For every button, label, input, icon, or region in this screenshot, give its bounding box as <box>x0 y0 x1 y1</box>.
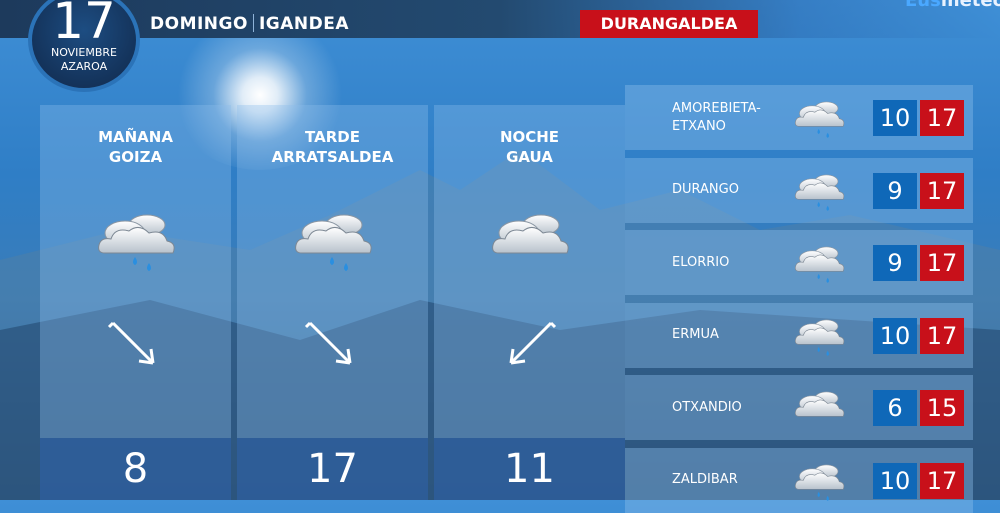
max-temperature: 17 <box>920 317 964 354</box>
wind-arrow-down-right-icon <box>105 315 165 375</box>
min-temperature: 10 <box>873 317 917 354</box>
town-row: ELORRIO 9 17 <box>625 230 973 295</box>
period-label-eu: ARRATSALDEA <box>271 148 394 166</box>
weekday-title: DOMINGO IGANDEA <box>150 14 349 34</box>
town-row: AMOREBIETA- ETXANO 10 17 <box>625 85 973 150</box>
cloud-rain-icon <box>793 238 847 288</box>
town-row: ERMUA 10 17 <box>625 302 973 368</box>
min-temperature: 9 <box>873 172 917 209</box>
cloud-icon <box>489 205 573 275</box>
sun-glow <box>170 20 350 170</box>
max-temperature: 17 <box>920 462 964 499</box>
town-row: DURANGO 9 17 <box>625 157 973 223</box>
max-temperature: 15 <box>920 390 964 426</box>
min-temperature: 10 <box>873 462 917 499</box>
town-name-line: ZALDIBAR <box>672 472 738 487</box>
town-name-line: AMOREBIETA- <box>672 100 761 116</box>
period-label-eu: GOIZA <box>108 148 163 166</box>
period-temperature: 8 <box>40 438 231 500</box>
wind-arrow-down-right-icon <box>302 315 362 375</box>
max-temperature: 17 <box>920 172 964 209</box>
period-label: NOCHE GAUA <box>434 127 625 167</box>
date-month-eu: AZAROA <box>60 60 108 73</box>
town-name: ELORRIO <box>672 230 729 295</box>
min-temperature: 6 <box>873 390 917 426</box>
town-name: ZALDIBAR <box>672 448 738 513</box>
town-row: OTXANDIO 6 15 <box>625 375 973 440</box>
date-day: 17 <box>52 0 116 50</box>
region-label: DURANGALDEA <box>580 10 758 38</box>
max-temperature: 17 <box>920 245 964 281</box>
min-temperature: 10 <box>873 100 917 136</box>
town-row: ZALDIBAR 10 17 <box>625 447 973 513</box>
cloud-rain-icon <box>292 205 376 275</box>
cloud-rain-icon <box>95 205 179 275</box>
cloud-rain-icon <box>793 456 847 506</box>
cloud-rain-icon <box>793 166 847 216</box>
period-label: MAÑANA GOIZA <box>40 127 231 167</box>
period-label: TARDE ARRATSALDEA <box>237 127 428 167</box>
header-bar <box>0 0 1000 38</box>
town-name: OTXANDIO <box>672 375 742 440</box>
period-label-eu: GAUA <box>506 148 553 166</box>
cloud-rain-icon <box>793 311 847 361</box>
period-label-es: MAÑANA <box>98 128 173 146</box>
period-temperature: 11 <box>434 438 625 500</box>
period-label-es: NOCHE <box>499 128 560 146</box>
town-name: ERMUA <box>672 303 719 368</box>
period-temperature: 17 <box>237 438 428 500</box>
town-name-line: OTXANDIO <box>672 399 742 415</box>
period-label-es: TARDE <box>305 128 360 146</box>
max-temperature: 17 <box>920 100 964 136</box>
town-name-line: ETXANO <box>672 118 726 134</box>
weekday-eu: IGANDEA <box>258 14 349 34</box>
min-temperature: 9 <box>873 245 917 281</box>
date-month-es: NOVIEMBRE <box>50 46 118 59</box>
period-column: MAÑANA GOIZA 8 <box>40 105 231 500</box>
town-name-line: ERMUA <box>672 327 719 342</box>
cloud-rain-icon <box>793 93 847 143</box>
town-name-line: ELORRIO <box>672 254 730 270</box>
town-name: DURANGO <box>672 158 739 223</box>
period-column: TARDE ARRATSALDEA 17 <box>237 105 428 500</box>
period-column: NOCHE GAUA 11 <box>434 105 625 500</box>
wind-arrow-down-left-icon <box>499 315 559 375</box>
town-name-line: DURANGO <box>672 182 739 197</box>
logo: Eusmeteo <box>905 0 1000 11</box>
weekday-es: DOMINGO <box>150 14 248 34</box>
cloud-icon <box>793 383 847 433</box>
date-badge: 17 NOVIEMBRE AZAROA <box>28 0 140 92</box>
town-name: AMOREBIETA- ETXANO <box>672 85 761 150</box>
